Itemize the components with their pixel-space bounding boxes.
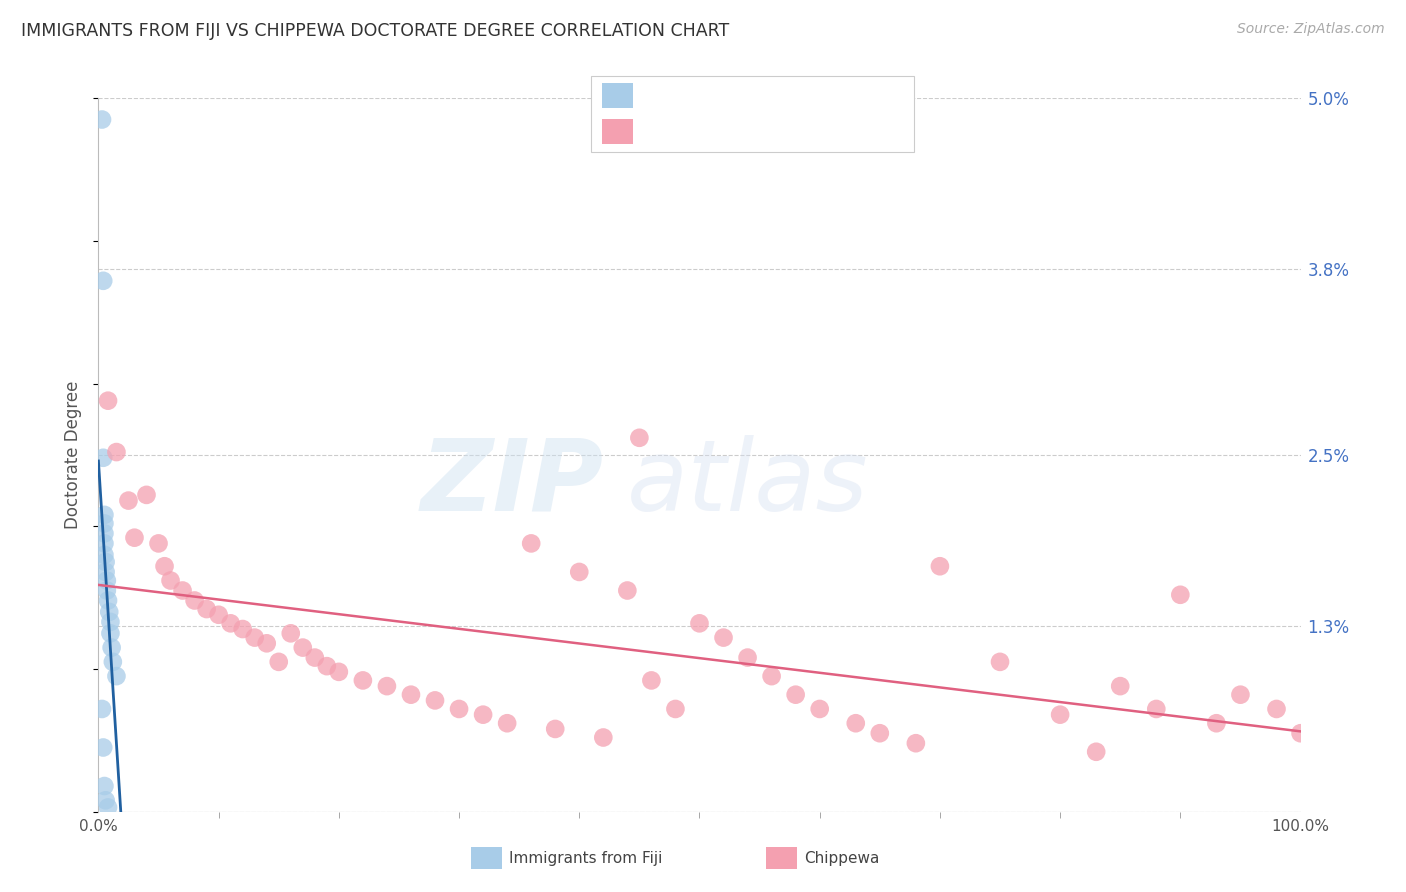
- Point: [93, 779, 115, 793]
- Point: [117, 493, 139, 508]
- Point: [280, 626, 302, 640]
- Point: [159, 574, 181, 588]
- Point: [267, 655, 290, 669]
- Point: [928, 559, 950, 574]
- Point: [101, 655, 124, 669]
- Text: N =: N =: [752, 87, 800, 104]
- Text: R =: R =: [638, 122, 675, 140]
- Point: [124, 531, 146, 545]
- Point: [664, 702, 686, 716]
- Point: [785, 688, 807, 702]
- Point: [375, 679, 398, 693]
- Point: [447, 702, 470, 716]
- Point: [183, 593, 205, 607]
- Point: [496, 716, 519, 731]
- Point: [1049, 707, 1071, 722]
- Point: [91, 702, 114, 716]
- Point: [988, 655, 1011, 669]
- Point: [94, 555, 117, 569]
- Text: IMMIGRANTS FROM FIJI VS CHIPPEWA DOCTORATE DEGREE CORRELATION CHART: IMMIGRANTS FROM FIJI VS CHIPPEWA DOCTORA…: [21, 22, 730, 40]
- Point: [423, 693, 446, 707]
- Text: N =: N =: [752, 122, 800, 140]
- Text: Chippewa: Chippewa: [804, 851, 880, 865]
- Point: [91, 740, 114, 755]
- Point: [1229, 688, 1251, 702]
- Point: [304, 650, 326, 665]
- Point: [232, 622, 254, 636]
- Point: [291, 640, 314, 655]
- Point: [1170, 588, 1192, 602]
- Point: [96, 574, 118, 588]
- Point: [91, 112, 114, 127]
- Point: [869, 726, 891, 740]
- Point: [93, 526, 115, 541]
- Point: [100, 640, 122, 655]
- Point: [737, 650, 759, 665]
- Point: [94, 793, 117, 807]
- Point: [713, 631, 735, 645]
- Point: [640, 673, 662, 688]
- Point: [96, 583, 118, 598]
- Text: -0.208: -0.208: [682, 122, 735, 140]
- Point: [243, 631, 266, 645]
- Text: R =: R =: [638, 87, 675, 104]
- Point: [1205, 716, 1227, 731]
- Point: [1085, 745, 1108, 759]
- Point: [568, 565, 591, 579]
- Point: [105, 669, 128, 683]
- Point: [97, 393, 120, 408]
- Point: [105, 445, 128, 459]
- Point: [93, 536, 115, 550]
- Point: [98, 605, 121, 619]
- Point: [616, 583, 638, 598]
- Point: [689, 616, 711, 631]
- Point: [219, 616, 242, 631]
- Point: [94, 565, 117, 579]
- Text: Immigrants from Fiji: Immigrants from Fiji: [509, 851, 662, 865]
- Point: [172, 583, 194, 598]
- Point: [93, 508, 115, 522]
- Point: [153, 559, 176, 574]
- Y-axis label: Doctorate Degree: Doctorate Degree: [65, 381, 83, 529]
- Point: [628, 431, 651, 445]
- Point: [1289, 726, 1312, 740]
- Point: [148, 536, 170, 550]
- Point: [472, 707, 495, 722]
- Point: [91, 450, 114, 465]
- Point: [352, 673, 374, 688]
- Point: [1144, 702, 1167, 716]
- Text: atlas: atlas: [627, 435, 869, 532]
- Point: [93, 516, 115, 531]
- Point: [91, 274, 114, 288]
- Point: [1109, 679, 1132, 693]
- Point: [195, 602, 218, 616]
- Point: [592, 731, 614, 745]
- Text: -0.165: -0.165: [682, 87, 735, 104]
- Point: [1265, 702, 1288, 716]
- Point: [761, 669, 783, 683]
- Text: Source: ZipAtlas.com: Source: ZipAtlas.com: [1237, 22, 1385, 37]
- Point: [808, 702, 831, 716]
- Point: [208, 607, 231, 622]
- Point: [97, 593, 120, 607]
- Point: [135, 488, 157, 502]
- Text: 24: 24: [808, 87, 830, 104]
- Point: [520, 536, 543, 550]
- Point: [544, 722, 567, 736]
- Text: 57: 57: [808, 122, 830, 140]
- Point: [328, 665, 350, 679]
- Point: [100, 615, 122, 629]
- Point: [256, 636, 278, 650]
- Point: [100, 626, 122, 640]
- Point: [904, 736, 927, 750]
- Point: [93, 548, 115, 562]
- Point: [315, 659, 337, 673]
- Point: [845, 716, 868, 731]
- Text: ZIP: ZIP: [420, 435, 603, 532]
- Point: [97, 800, 120, 814]
- Point: [399, 688, 422, 702]
